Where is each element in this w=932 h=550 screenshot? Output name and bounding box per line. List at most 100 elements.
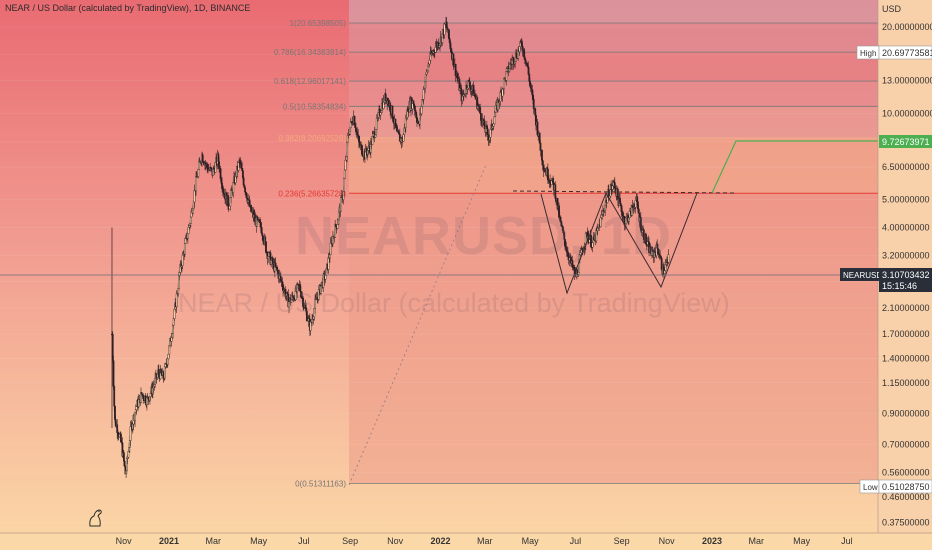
price-tick-label: 4.00000000: [882, 223, 930, 233]
fib-labels: 1(20.65398505) 0.786(16.34383814) 0.618(12…: [274, 19, 346, 488]
candle-body: [343, 169, 346, 179]
candle-body: [524, 59, 527, 64]
price-tick-label: 2.10000000: [882, 303, 930, 313]
candle-body: [122, 452, 125, 462]
price-tick-label: 0.37500000: [882, 517, 930, 527]
low-badge: Low 0.51028750: [859, 479, 932, 494]
trendline-guide: [348, 164, 487, 486]
price-tick-label: 20.00000000: [882, 22, 932, 32]
time-tick-label: Sep: [342, 536, 358, 546]
fib-band: [349, 81, 878, 107]
low-badge-value: 0.51028750: [882, 482, 930, 492]
time-tick-label: Sep: [614, 536, 630, 546]
fib-band: [349, 106, 878, 138]
candle-body: [244, 187, 247, 193]
time-tick-label: Mar: [477, 536, 493, 546]
pattern-drawings: [0, 140, 878, 486]
fib-level-label: 0.786(16.34383814): [274, 48, 346, 57]
candle-body: [493, 116, 496, 125]
fib-level-label: 1(20.65398505): [290, 19, 347, 28]
candle-body: [201, 154, 204, 162]
high-badge-value: 20.69773581: [882, 48, 932, 58]
price-tick-label: 5.00000000: [882, 195, 930, 205]
current-price-value: 3.10703432: [882, 270, 930, 280]
chart-title: NEAR / US Dollar (calculated by TradingV…: [5, 3, 251, 13]
price-tick-label: 3.20000000: [882, 250, 930, 260]
time-axis-background[interactable]: [0, 533, 932, 550]
fib-band-top: [349, 0, 878, 23]
price-tick-label: 0.90000000: [882, 408, 930, 418]
fib-band: [349, 52, 878, 82]
candle-body: [526, 62, 528, 66]
target-badge-value: 9.72673971: [882, 137, 930, 147]
fib-level-label: 0.382(8.20692528): [278, 134, 346, 143]
time-tick-label: May: [793, 536, 811, 546]
price-tick-label: 0.56000000: [882, 467, 930, 477]
time-tick-label: 2023: [702, 536, 722, 546]
candle-body: [166, 358, 169, 365]
high-badge-label: High: [860, 49, 876, 58]
candle-body: [616, 188, 619, 198]
candle-body: [227, 195, 229, 207]
price-tick-label: 1.70000000: [882, 329, 930, 339]
target-line: [711, 140, 878, 194]
candle-body: [195, 176, 197, 192]
candle-body: [532, 99, 535, 110]
candle-body: [230, 189, 232, 198]
candle-body: [389, 103, 392, 112]
current-symbol: NEARUSD: [843, 271, 882, 280]
time-tick-label: Jul: [298, 536, 310, 546]
candle-body: [274, 262, 277, 268]
fib-band: [349, 193, 878, 484]
fib-bands: [349, 0, 878, 484]
candle-body: [391, 105, 394, 119]
candle-body: [452, 53, 455, 66]
time-tick-labels: Nov 2021 Mar May Jul Sep Nov 2022 Mar May Jul Sep No…: [116, 536, 853, 546]
candle-body: [189, 216, 192, 224]
candle-body: [577, 272, 580, 275]
time-tick-label: Nov: [387, 536, 404, 546]
projection-line: [540, 191, 698, 295]
target-badge: 9.72673971: [879, 135, 932, 148]
candle-body: [123, 461, 126, 467]
candle-body: [523, 56, 526, 60]
price-tick-label: 1.15000000: [882, 378, 930, 388]
candle-body: [422, 89, 425, 100]
neckline: [512, 190, 736, 194]
candle-body: [443, 23, 446, 36]
price-tick-label: 10.00000000: [882, 108, 932, 118]
fib-level-label: 0.5(10.58354834): [283, 102, 347, 111]
time-tick-label: May: [522, 536, 540, 546]
candle-body: [539, 142, 542, 151]
candle-body: [181, 254, 184, 266]
high-badge: High 20.69773581: [856, 45, 932, 60]
candle-body: [113, 386, 116, 407]
time-tick-label: Nov: [116, 536, 133, 546]
price-tick-label: 6.50000000: [882, 162, 930, 172]
time-tick-label: Jul: [570, 536, 582, 546]
price-candles: [111, 16, 670, 479]
fib-level-label: 0.236(5.26635728): [278, 189, 346, 198]
candle-body: [137, 399, 140, 408]
candle-body: [324, 275, 327, 280]
candle-body: [198, 161, 200, 170]
candle-body: [448, 29, 450, 39]
price-tick-label: 13.00000000: [882, 76, 932, 86]
grid-lines: [0, 26, 878, 523]
candle-body: [232, 182, 235, 193]
time-tick-label: Jul: [841, 536, 853, 546]
candle-body: [667, 254, 670, 263]
countdown-timer: 15:15:46: [882, 281, 917, 291]
dinosaur-icon[interactable]: [89, 509, 102, 527]
fib-band: [349, 22, 878, 53]
candle-body: [112, 360, 115, 387]
candle-body: [135, 406, 138, 410]
price-axis-unit: USD: [882, 4, 902, 14]
fib-lines: [349, 22, 878, 484]
candle-body: [541, 150, 543, 161]
time-tick-label: Mar: [749, 536, 765, 546]
price-tick-label: 0.46000000: [882, 492, 930, 502]
candle-body: [186, 233, 189, 239]
